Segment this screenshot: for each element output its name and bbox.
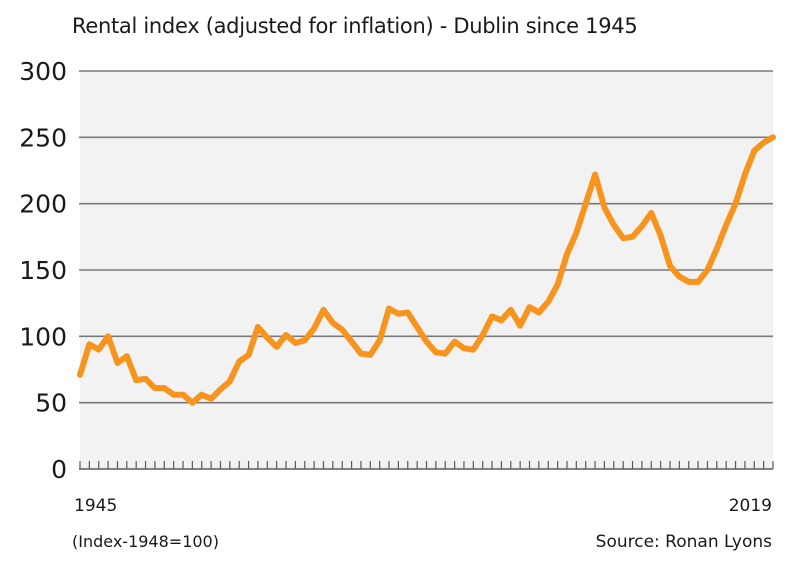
x-axis: [79, 461, 774, 470]
x-axis-end-label: 2019: [728, 496, 772, 516]
source-credit: Source: Ronan Lyons: [595, 532, 772, 552]
chart-title: Rental index (adjusted for inflation) - …: [72, 14, 638, 38]
series-group: [77, 134, 776, 406]
y-tick-label-300: 300: [19, 57, 67, 86]
index-note: (Index-1948=100): [72, 532, 219, 551]
y-tick-label-0: 0: [51, 455, 67, 484]
y-tick-label-150: 150: [19, 256, 67, 285]
y-tick-label-250: 250: [19, 123, 67, 152]
y-tick-label-50: 50: [35, 389, 67, 418]
y-axis-tick-labels: 0 50 100 150 200 250 300: [19, 57, 67, 484]
y-tick-label-100: 100: [19, 322, 67, 351]
y-tick-label-200: 200: [19, 190, 67, 219]
x-axis-start-label: 1945: [74, 496, 118, 516]
